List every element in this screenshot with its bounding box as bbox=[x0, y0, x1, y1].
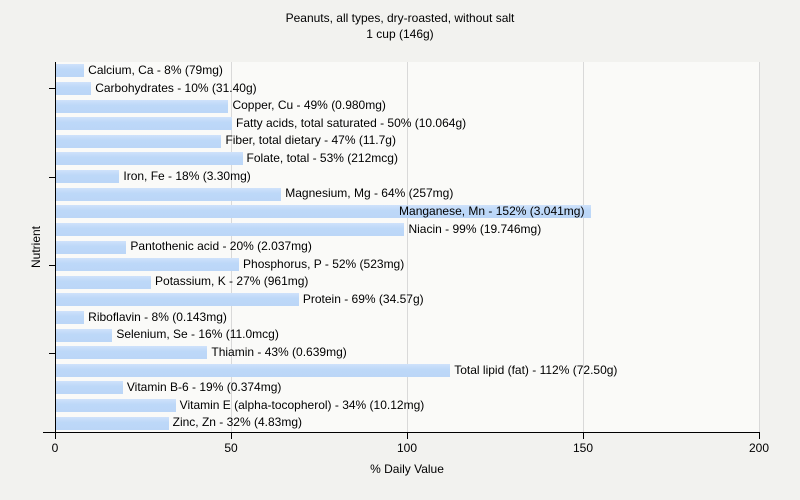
bar-pantothenic-acid bbox=[56, 240, 127, 254]
x-tick-150 bbox=[583, 433, 584, 439]
bar-fiber-total-dietary bbox=[56, 134, 222, 148]
x-tick-50 bbox=[231, 433, 232, 439]
bar-label: Riboflavin - 8% (0.143mg) bbox=[88, 309, 227, 324]
x-axis-line bbox=[43, 432, 760, 433]
x-tick-0 bbox=[55, 433, 56, 439]
x-axis-title: % Daily Value bbox=[370, 462, 444, 476]
bar-magnesium-mg bbox=[56, 187, 282, 201]
bar-label: Calcium, Ca - 8% (79mg) bbox=[88, 63, 223, 77]
bar-label: Potassium, K - 27% (961mg) bbox=[155, 274, 309, 289]
bar-vitamin-e-alpha-tocopherol bbox=[56, 399, 176, 413]
bar-label: Total lipid (fat) - 112% (72.50g) bbox=[454, 362, 618, 377]
bar-label: Manganese, Mn - 152% (3.041mg) bbox=[399, 203, 585, 218]
x-tick-label-0: 0 bbox=[51, 441, 59, 455]
bar-label: Vitamin E (alpha-tocopherol) - 34% (10.1… bbox=[179, 397, 425, 412]
bar-vitamin-b-6 bbox=[56, 381, 123, 395]
gridline-x-200 bbox=[759, 62, 760, 432]
bar-selenium-se bbox=[56, 328, 113, 342]
x-tick-label-100: 100 bbox=[396, 441, 418, 455]
y-tick-1 bbox=[49, 88, 55, 89]
bar-label: Carbohydrates - 10% (31.40g) bbox=[95, 80, 257, 95]
chart-subtitle: 1 cup (146g) bbox=[366, 27, 434, 41]
bar-potassium-k bbox=[56, 275, 152, 289]
x-tick-label-200: 200 bbox=[748, 441, 770, 455]
bar-zinc-zn bbox=[56, 416, 169, 430]
gridline-x-50 bbox=[231, 62, 232, 432]
x-tick-100 bbox=[407, 433, 408, 439]
bar-label: Thiamin - 43% (0.639mg) bbox=[211, 344, 347, 359]
bar-label: Vitamin B-6 - 19% (0.374mg) bbox=[126, 380, 282, 395]
bar-calcium-ca bbox=[56, 64, 85, 78]
bar-label: Copper, Cu - 49% (0.980mg) bbox=[232, 98, 386, 113]
bar-phosphorus-p bbox=[56, 258, 240, 272]
bar-niacin bbox=[56, 222, 405, 236]
y-axis-line bbox=[55, 62, 56, 433]
bar-folate-total bbox=[56, 152, 243, 166]
y-tick-11 bbox=[49, 265, 55, 266]
bar-carbohydrates bbox=[56, 81, 92, 95]
chart-title: Peanuts, all types, dry-roasted, without… bbox=[285, 11, 515, 25]
y-tick-6 bbox=[49, 177, 55, 178]
bar-label: Phosphorus, P - 52% (523mg) bbox=[243, 256, 405, 271]
gridline-x-100 bbox=[407, 62, 408, 432]
bar-label: Zinc, Zn - 32% (4.83mg) bbox=[172, 415, 302, 430]
bar-total-lipid-fat bbox=[56, 363, 451, 377]
x-tick-label-50: 50 bbox=[224, 441, 238, 455]
bar-manganese-mn bbox=[56, 205, 592, 219]
bar-label: Magnesium, Mg - 64% (257mg) bbox=[285, 186, 454, 201]
x-tick-label-150: 150 bbox=[572, 441, 594, 455]
bar-fatty-acids-total-saturated bbox=[56, 117, 232, 131]
bar-riboflavin bbox=[56, 310, 85, 324]
bar-protein bbox=[56, 293, 299, 307]
plot-area: Calcium, Ca - 8% (79mg) Carbohydrates - 1… bbox=[55, 62, 760, 432]
bar-label: Iron, Fe - 18% (3.30mg) bbox=[123, 168, 251, 183]
bar-label: Selenium, Se - 16% (11.0mcg) bbox=[116, 327, 279, 342]
bar-label: Folate, total - 53% (212mcg) bbox=[246, 151, 398, 166]
gridline-x-150 bbox=[583, 62, 584, 432]
chart-title-block: Peanuts, all types, dry-roasted, without… bbox=[0, 10, 800, 42]
bar-iron-fe bbox=[56, 170, 120, 184]
bar-label: Protein - 69% (34.57g) bbox=[302, 292, 424, 307]
y-tick-16 bbox=[49, 353, 55, 354]
bar-label: Niacin - 99% (19.746mg) bbox=[408, 221, 542, 236]
bar-label: Fatty acids, total saturated - 50% (10.0… bbox=[236, 115, 467, 130]
x-tick-200 bbox=[759, 433, 760, 439]
bar-label: Pantothenic acid - 20% (2.037mg) bbox=[130, 239, 312, 254]
y-axis-title: Nutrient bbox=[29, 225, 43, 269]
bar-copper-cu bbox=[56, 99, 229, 113]
bar-label: Fiber, total dietary - 47% (11.7g) bbox=[225, 133, 396, 148]
bar-thiamin bbox=[56, 346, 208, 360]
